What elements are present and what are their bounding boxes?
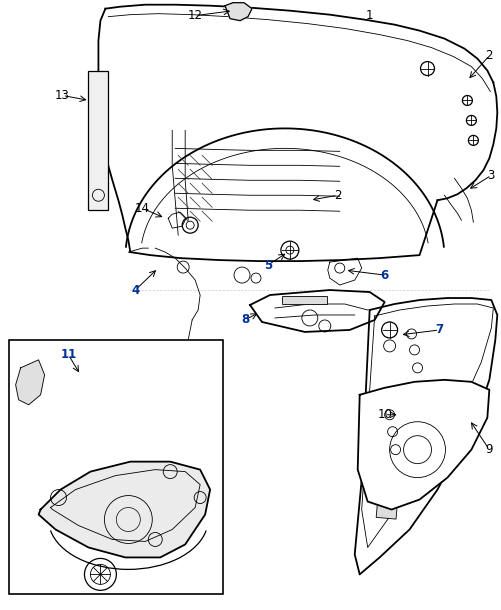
Text: 7: 7 [434,323,443,337]
Text: 10: 10 [376,408,391,422]
Polygon shape [39,462,210,558]
Text: 12: 12 [187,9,202,22]
Text: 6: 6 [380,268,388,282]
Polygon shape [357,380,488,509]
Text: 2: 2 [484,49,492,62]
Polygon shape [354,298,496,575]
Polygon shape [249,290,384,332]
Bar [9,340,222,594]
Text: 4: 4 [131,284,139,296]
Text: 8: 8 [240,314,248,326]
Text: 9: 9 [484,443,492,456]
Text: 11: 11 [60,348,77,361]
Polygon shape [16,360,45,405]
Text: 2: 2 [333,188,341,202]
Text: 14: 14 [135,202,149,215]
Text: 3: 3 [486,169,494,182]
Text: 1: 1 [365,9,373,22]
Text: 13: 13 [55,89,70,102]
Polygon shape [224,2,252,21]
Bar [88,71,108,210]
Text: 5: 5 [264,259,272,271]
Bar [375,478,399,519]
Bar [282,296,326,304]
